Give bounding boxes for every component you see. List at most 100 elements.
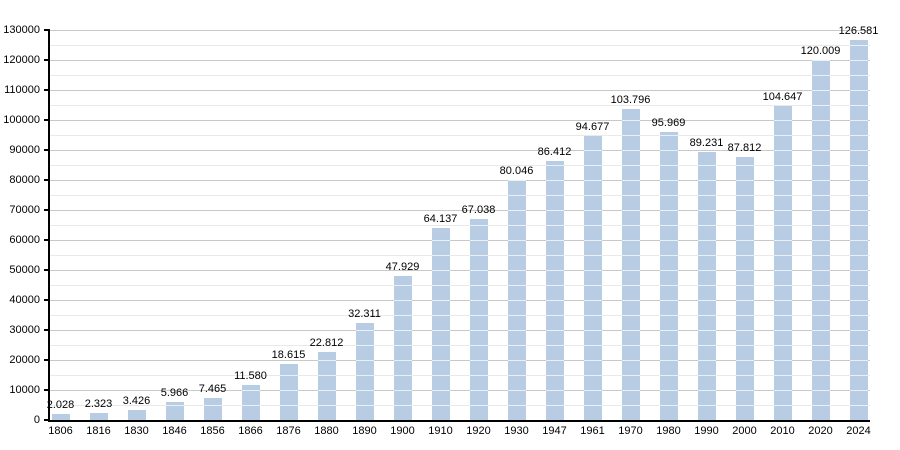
y-axis-tick-mark [44,29,50,31]
gridline-minor [49,255,870,256]
y-axis-tick-label: 120000 [3,54,40,66]
x-axis-tick-label: 1961 [580,425,605,437]
y-axis-tick-label: 80000 [9,174,40,186]
gridline-major [49,360,870,361]
bar-value-label: 2.028 [46,398,75,411]
plot-area: 2.028 2.323 3.426 5.966 7.465 11.580 18.615 22.… [47,25,878,420]
gridline-minor [49,105,870,106]
bar-value-label: 67.038 [461,203,496,216]
y-axis-tick-mark [44,359,50,361]
gridline-minor [49,195,870,196]
y-axis-tick-mark [44,239,50,241]
bar-1816 [89,413,108,420]
y-axis-tick-label: 110000 [4,84,40,96]
x-axis-tick-label: 1830 [124,425,149,437]
bar-1830 [127,409,146,420]
y-axis-tick-mark [44,89,50,91]
x-axis-tick-label: 1880 [314,425,339,437]
x-axis-tick-label: 1900 [390,425,415,437]
bar-2000 [735,156,754,420]
bar-value-label: 126.581 [838,25,879,38]
x-axis-tick-label: 2020 [808,425,833,437]
x-axis-tick-label: 1920 [466,425,491,437]
bar-group-2010: 104.647 [763,91,802,420]
bar-1980 [659,132,678,420]
bar-group-2024: 126.581 [839,25,878,420]
bar-group-1990: 89.231 [690,137,723,420]
x-axis-tick-label: 1910 [428,425,453,437]
bar-group-2020: 120.009 [801,45,840,420]
bar-value-label: 22.812 [309,336,344,349]
gridline-minor [49,165,870,166]
bar-value-label: 86.412 [537,145,572,158]
bar-1880 [317,351,336,420]
bar-1806 [51,413,70,420]
x-axis-tick-label: 1990 [694,425,719,437]
bar-group-1947: 86.412 [538,146,571,420]
bar-group-2000: 87.812 [728,142,761,420]
bar-1961 [583,136,602,420]
bar-group-1816: 2.323 [85,398,112,420]
y-axis-tick-label: 70000 [9,204,40,216]
x-axis-tick-label: 1947 [542,425,567,437]
bar-group-1806: 2.028 [47,399,74,420]
bar-group-1961: 94.677 [576,121,609,420]
bar-group-1900: 47.929 [386,261,419,420]
y-axis-tick-label: 50000 [9,264,40,276]
bar-value-label: 87.812 [727,141,762,154]
bar-group-1866: 11.580 [234,370,267,420]
gridline-major [49,30,870,31]
gridline-major [49,270,870,271]
y-axis-tick-mark [44,269,50,271]
y-axis-tick-label: 40000 [9,294,40,306]
gridline-major [49,180,870,181]
x-axis-tick-label: 1846 [162,425,187,437]
y-axis-tick-mark [44,59,50,61]
gridline-major [49,390,870,391]
bar-group-1910: 64.137 [424,213,457,420]
gridline-major [49,330,870,331]
x-axis-tick-label: 1890 [352,425,377,437]
x-axis-tick-label: 1980 [656,425,681,437]
bar-1876 [279,364,298,420]
y-axis-tick-mark [44,119,50,121]
gridline-minor [49,405,870,406]
bar-value-label: 11.580 [234,370,267,383]
bar-1856 [203,397,222,420]
y-axis-tick-mark [44,209,50,211]
bar-group-1830: 3.426 [123,395,150,420]
bar-group-1980: 95.969 [652,117,685,420]
y-axis-tick-mark [44,419,50,421]
bar-1990 [697,152,716,420]
bar-1910 [431,227,450,420]
bar-value-label: 64.137 [423,212,458,225]
bar-1970 [621,108,640,420]
y-axis-tick-mark [44,389,50,391]
x-axis-tick-label: 1866 [238,425,263,437]
bar-1890 [355,323,374,420]
bar-group-1920: 67.038 [462,204,495,420]
gridline-minor [49,225,870,226]
y-axis-tick-label: 130000 [3,24,40,36]
gridline-minor [49,345,870,346]
gridline-major [49,120,870,121]
bar-value-label: 80.046 [499,164,534,177]
bar-1920 [469,218,488,420]
y-axis-tick-mark [44,329,50,331]
y-axis-line [48,30,50,420]
bar-group-1876: 18.615 [272,349,305,420]
gridline-major [49,300,870,301]
x-axis-tick-label: 1816 [86,425,111,437]
bar-2010 [773,106,792,420]
bar-1930 [507,179,526,420]
y-axis-tick-mark [44,149,50,151]
bar-2024 [849,40,868,420]
gridline-minor [49,135,870,136]
bar-value-label: 89.231 [689,137,724,150]
bar-value-label: 3.426 [122,394,151,407]
bar-value-label: 120.009 [800,45,841,57]
bar-group-1856: 7.465 [199,383,226,420]
x-axis-tick-label: 1876 [276,425,301,437]
bar-group-1846: 5.966 [161,387,188,420]
